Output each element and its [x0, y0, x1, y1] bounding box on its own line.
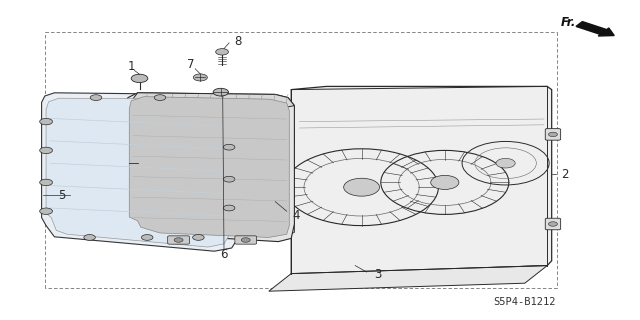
Circle shape: [40, 179, 52, 186]
Circle shape: [223, 144, 235, 150]
Text: 6: 6: [220, 248, 228, 261]
Text: 5: 5: [58, 189, 66, 202]
Text: 2: 2: [561, 168, 568, 181]
Polygon shape: [291, 86, 552, 274]
Polygon shape: [42, 93, 240, 251]
Circle shape: [40, 208, 52, 214]
FancyBboxPatch shape: [545, 218, 561, 230]
Text: 7: 7: [187, 58, 195, 71]
Circle shape: [84, 235, 95, 240]
Circle shape: [344, 178, 380, 196]
Circle shape: [431, 175, 459, 189]
FancyBboxPatch shape: [276, 220, 294, 233]
Polygon shape: [125, 93, 294, 242]
Circle shape: [90, 95, 102, 100]
Circle shape: [213, 88, 228, 96]
Text: 4: 4: [292, 209, 300, 221]
FancyBboxPatch shape: [235, 236, 257, 244]
Polygon shape: [127, 93, 294, 109]
Circle shape: [496, 158, 515, 168]
Polygon shape: [129, 97, 289, 237]
Circle shape: [193, 74, 207, 81]
Circle shape: [223, 205, 235, 211]
Text: S5P4-B1212: S5P4-B1212: [493, 297, 556, 308]
Text: Fr.: Fr.: [561, 16, 576, 29]
Text: 3: 3: [374, 268, 381, 281]
Circle shape: [281, 133, 290, 137]
FancyArrow shape: [576, 21, 614, 36]
Text: 8: 8: [234, 35, 242, 48]
FancyBboxPatch shape: [545, 129, 561, 140]
FancyBboxPatch shape: [276, 129, 294, 142]
FancyBboxPatch shape: [119, 159, 132, 167]
Circle shape: [548, 222, 557, 226]
Polygon shape: [269, 266, 547, 291]
Circle shape: [131, 74, 148, 83]
Circle shape: [223, 176, 235, 182]
Circle shape: [40, 118, 52, 125]
Circle shape: [241, 238, 250, 242]
Circle shape: [216, 49, 228, 55]
Polygon shape: [46, 98, 229, 247]
Circle shape: [40, 147, 52, 154]
Text: 1: 1: [127, 60, 135, 73]
Circle shape: [193, 235, 204, 240]
Circle shape: [154, 95, 166, 100]
FancyBboxPatch shape: [168, 236, 189, 244]
Circle shape: [174, 238, 183, 242]
Circle shape: [141, 235, 153, 240]
Circle shape: [548, 132, 557, 137]
Circle shape: [281, 224, 290, 228]
